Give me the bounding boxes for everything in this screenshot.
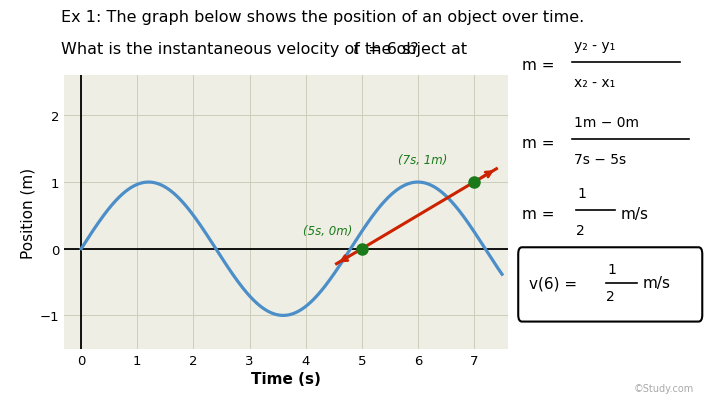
FancyBboxPatch shape [518,248,702,322]
Y-axis label: Position (m): Position (m) [21,167,36,258]
Text: (5s, 0m): (5s, 0m) [303,225,352,237]
Text: 7s − 5s: 7s − 5s [574,153,626,167]
Text: 1m − 0m: 1m − 0m [574,116,639,130]
Text: v(6) =: v(6) = [529,275,583,290]
Text: 1: 1 [578,187,586,201]
Text: m/s: m/s [621,207,649,221]
Text: (7s, 1m): (7s, 1m) [398,154,448,167]
Text: 1: 1 [608,263,616,277]
Text: 2: 2 [606,290,614,304]
Text: Ex 1: The graph below shows the position of an object over time.: Ex 1: The graph below shows the position… [61,10,584,25]
Text: m/s: m/s [643,275,671,290]
Text: m =: m = [522,207,554,221]
Text: ©Study.com: ©Study.com [633,383,694,393]
Text: y₂ - y₁: y₂ - y₁ [574,38,615,53]
X-axis label: Time (s): Time (s) [251,371,321,386]
Text: m =: m = [522,136,554,151]
Text: m =: m = [522,58,554,73]
Text: What is the instantaneous velocity of the object at: What is the instantaneous velocity of th… [61,42,472,57]
Text: 2: 2 [576,224,585,238]
Text: = 6 s?: = 6 s? [363,42,418,57]
Text: t: t [352,42,359,57]
Text: x₂ - x₁: x₂ - x₁ [574,76,615,89]
